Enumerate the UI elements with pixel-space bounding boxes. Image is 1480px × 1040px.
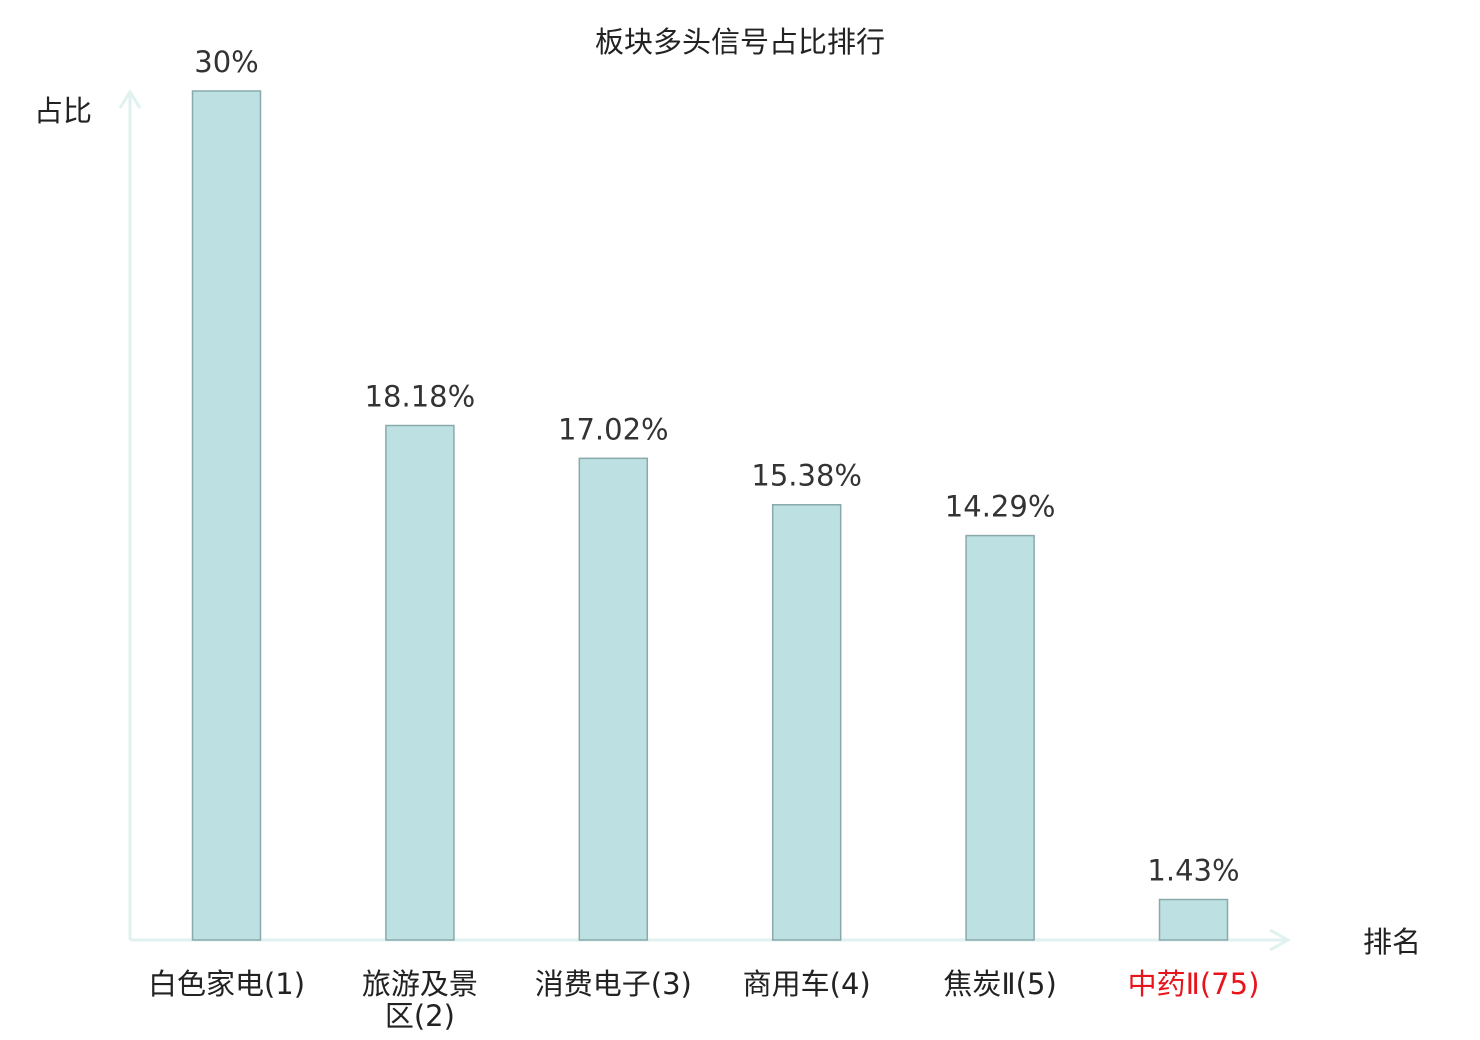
bar (1158, 898, 1229, 941)
category-labels-group: 白色家电(1) 旅游及景区(2) 消费电子(3) 商用车(4) 焦炭Ⅱ(5) 中药Ⅱ(75… (148, 967, 1259, 1033)
category-label-line: 中药Ⅱ(75) (1128, 967, 1260, 1001)
category-label-line: 商用车(4) (743, 967, 871, 1001)
category-label-line: 焦炭Ⅱ(5) (943, 967, 1056, 1001)
bar (771, 503, 842, 941)
category-label: 旅游及景区(2) (362, 967, 478, 1033)
category-label-line: 白色家电(1) (148, 967, 305, 1001)
value-labels-group: 30% 18.18% 17.02% 15.38% 14.29% 1.43% (194, 45, 1239, 888)
bar-value-label: 18.18% (365, 380, 476, 414)
category-label: 消费电子(3) (535, 967, 692, 1001)
chart-title: 板块多头信号占比排行 (595, 25, 885, 59)
category-label-line: 旅游及景 (362, 967, 478, 1001)
bar-value-label: 17.02% (558, 412, 669, 446)
bar-value-label: 1.43% (1147, 854, 1239, 888)
bar (191, 90, 262, 941)
y-axis (118, 89, 142, 940)
bar-value-label: 30% (194, 45, 258, 79)
bar (965, 534, 1035, 941)
bars-group (191, 90, 1229, 941)
bar-value-label: 15.38% (751, 459, 862, 493)
x-axis (130, 928, 1292, 952)
bar (385, 424, 455, 941)
category-label-line: 区(2) (385, 999, 455, 1033)
category-label: 商用车(4) (743, 967, 871, 1001)
category-label: 焦炭Ⅱ(5) (943, 967, 1056, 1001)
x-axis-label: 排名 (1363, 925, 1421, 959)
category-label: 白色家电(1) (148, 967, 305, 1001)
bar (578, 457, 649, 941)
bar-value-label: 14.29% (945, 490, 1056, 524)
category-label: 中药Ⅱ(75) (1128, 967, 1260, 1001)
category-label-line: 消费电子(3) (535, 967, 692, 1001)
y-axis-label: 占比 (34, 94, 92, 128)
